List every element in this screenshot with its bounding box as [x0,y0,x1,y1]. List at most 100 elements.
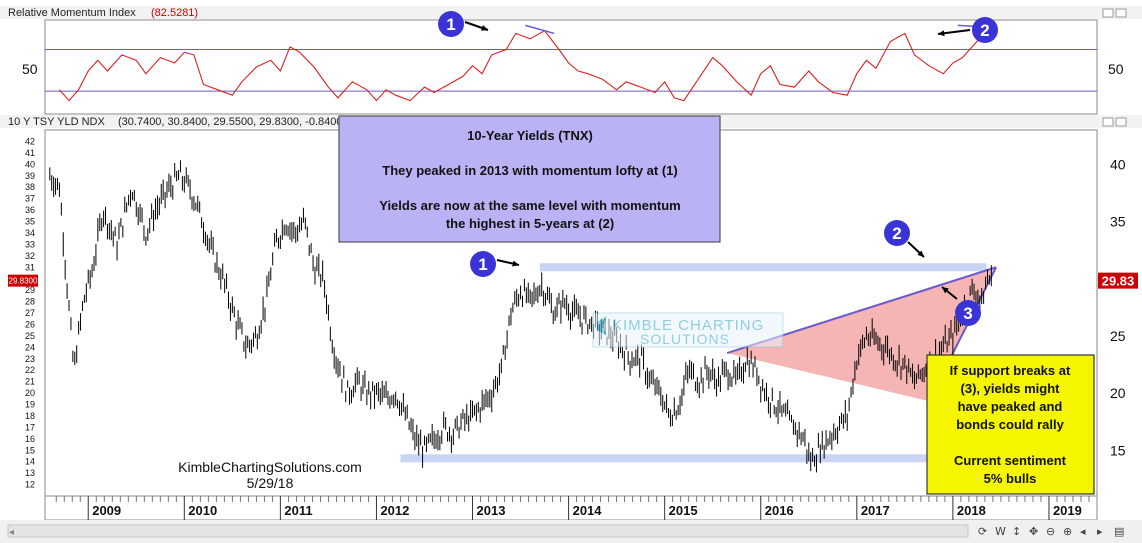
marker-label: 1 [446,15,455,34]
y-tick-label-left: 24 [25,342,35,352]
callout-line1: If support breaks at [950,363,1071,378]
textbox-line2: Yields are now at the same level with mo… [379,198,681,213]
textbox-background [338,115,721,243]
source-site: KimbleChartingSolutions.com [178,459,362,475]
x-tick-label: 2011 [284,503,312,518]
y-tick-label-left: 39 [25,171,35,181]
x-tick-label: 2013 [477,503,506,518]
scroll-left-icon[interactable]: ◂ [9,527,14,538]
annotation-textbox: 10-Year Yields (TNX) They peaked in 2013… [338,115,721,243]
textbox-line1: They peaked in 2013 with momentum lofty … [382,163,677,178]
y-tick-label-left: 19 [25,400,35,410]
y-tick-label-left: 34 [25,228,35,238]
x-axis: 2009 2010 2011 2012 2013 2014 2015 2016 2017 2018… [55,496,1090,520]
y-tick-label-left: 32 [25,251,35,261]
last-value-badge-left [8,274,38,287]
watermark-line1: KIMBLE CHARTING [612,317,764,334]
momentum-ytick-right: 50 [1108,61,1124,77]
watermark-logo-icon [597,316,607,336]
horizontal-scrollbar[interactable] [7,524,969,538]
y-tick-label-left: 27 [25,308,35,318]
grid-icon[interactable]: ▤ [1114,525,1124,538]
arrow-head-icon [512,260,519,267]
marker-circle [972,17,998,43]
toolbar-icons: ⟳ W ↕ ✥ ⊖ ⊕ ◂ ▸ ▤ [978,525,1124,538]
y-tick-label-left: 12 [25,480,35,490]
momentum-window-buttons[interactable] [1102,8,1127,18]
callout-line4: bonds could rally [956,417,1064,432]
y-tick-label-left: 17 [25,422,35,432]
momentum-title: Relative Momentum Index [8,7,136,19]
y-tick-label-left: 40 [25,159,35,169]
y-tick-label-left: 33 [25,239,35,249]
arrow-head-icon [481,25,488,31]
y-tick-label-right: 15 [1110,442,1126,458]
close-icon[interactable] [1115,8,1127,18]
price-bars [49,160,992,473]
x-tick-label: 2012 [380,503,409,518]
y-tick-label-left: 38 [25,182,35,192]
x-tick-label: 2017 [861,503,890,518]
marker-label: 1 [478,255,487,274]
marker-circle [438,11,464,37]
price-title: 10 Y TSY YLD NDX [8,116,105,128]
callout-line2: (3), yields might [961,381,1061,396]
y-tick-label-left: 36 [25,205,35,215]
close-icon[interactable] [1115,117,1127,127]
zoom-out-icon[interactable]: ⊖ [1046,525,1055,538]
momentum-plot-area [44,19,1098,115]
marker-label: 2 [892,224,901,243]
marker-label: 3 [963,304,972,323]
price-window-buttons[interactable] [1102,117,1127,127]
restore-icon[interactable] [1102,117,1114,127]
marker-circle [884,220,910,246]
y-tick-label-left: 31 [25,262,35,272]
scroll-right-icon[interactable]: ▸ [1097,525,1103,538]
x-axis-strip [44,495,1098,521]
momentum-header-bar [0,6,1142,19]
y-tick-label-left: 41 [25,148,35,158]
textbox-title: 10-Year Yields (TNX) [467,128,593,143]
callout-background [926,354,1095,495]
y-tick-label-right: 35 [1110,214,1126,230]
y-tick-label-left: 18 [25,411,35,421]
source-date: 5/29/18 [247,475,294,491]
x-tick-label: 2009 [92,503,121,518]
callout-line3: have peaked and [958,399,1063,414]
watermark-frame [592,312,784,348]
zoom-in-icon[interactable]: ⊕ [1063,525,1072,538]
refresh-icon[interactable]: ⟳ [978,525,987,538]
callout-line5: Current sentiment [954,453,1067,468]
marker-label: 2 [980,21,989,40]
momentum-ytick-left: 50 [22,61,38,77]
momentum-series-layer [45,24,1097,102]
x-tick-label: 2019 [1053,503,1082,518]
y-tick-label-right: 40 [1110,156,1126,172]
restore-icon[interactable] [1102,8,1114,18]
y-tick-label-right: 20 [1110,385,1126,401]
weekly-icon[interactable]: W [995,525,1006,538]
arrow-head-icon [938,30,945,37]
x-tick-label: 2016 [765,503,794,518]
y-tick-label-left: 29 [25,285,35,295]
resistance-band [539,263,987,272]
y-axis-left: 1213141516171819202122232425262728293031… [25,136,35,489]
y-tick-label-left: 28 [25,297,35,307]
y-tick-label-left: 16 [25,434,35,444]
y-tick-label-left: 37 [25,194,35,204]
x-tick-label: 2010 [188,503,217,518]
watermark-line2: SOLUTIONS [640,331,730,347]
y-tick-label-left: 14 [25,457,35,467]
arrow-head-icon [942,287,949,294]
momentum-divergence-line [525,24,555,35]
textbox-line3: the highest in 5-years at (2) [446,216,614,231]
marker-circle [470,251,496,277]
marker-circle [955,300,981,326]
pan-icon[interactable]: ✥ [1029,525,1038,538]
support-band [400,454,1011,463]
y-tick-label-right: 25 [1110,328,1126,344]
scroll-left-icon[interactable]: ◂ [1080,525,1086,538]
move-icon[interactable]: ↕ [1012,525,1021,538]
x-tick-label: 2014 [573,503,603,518]
